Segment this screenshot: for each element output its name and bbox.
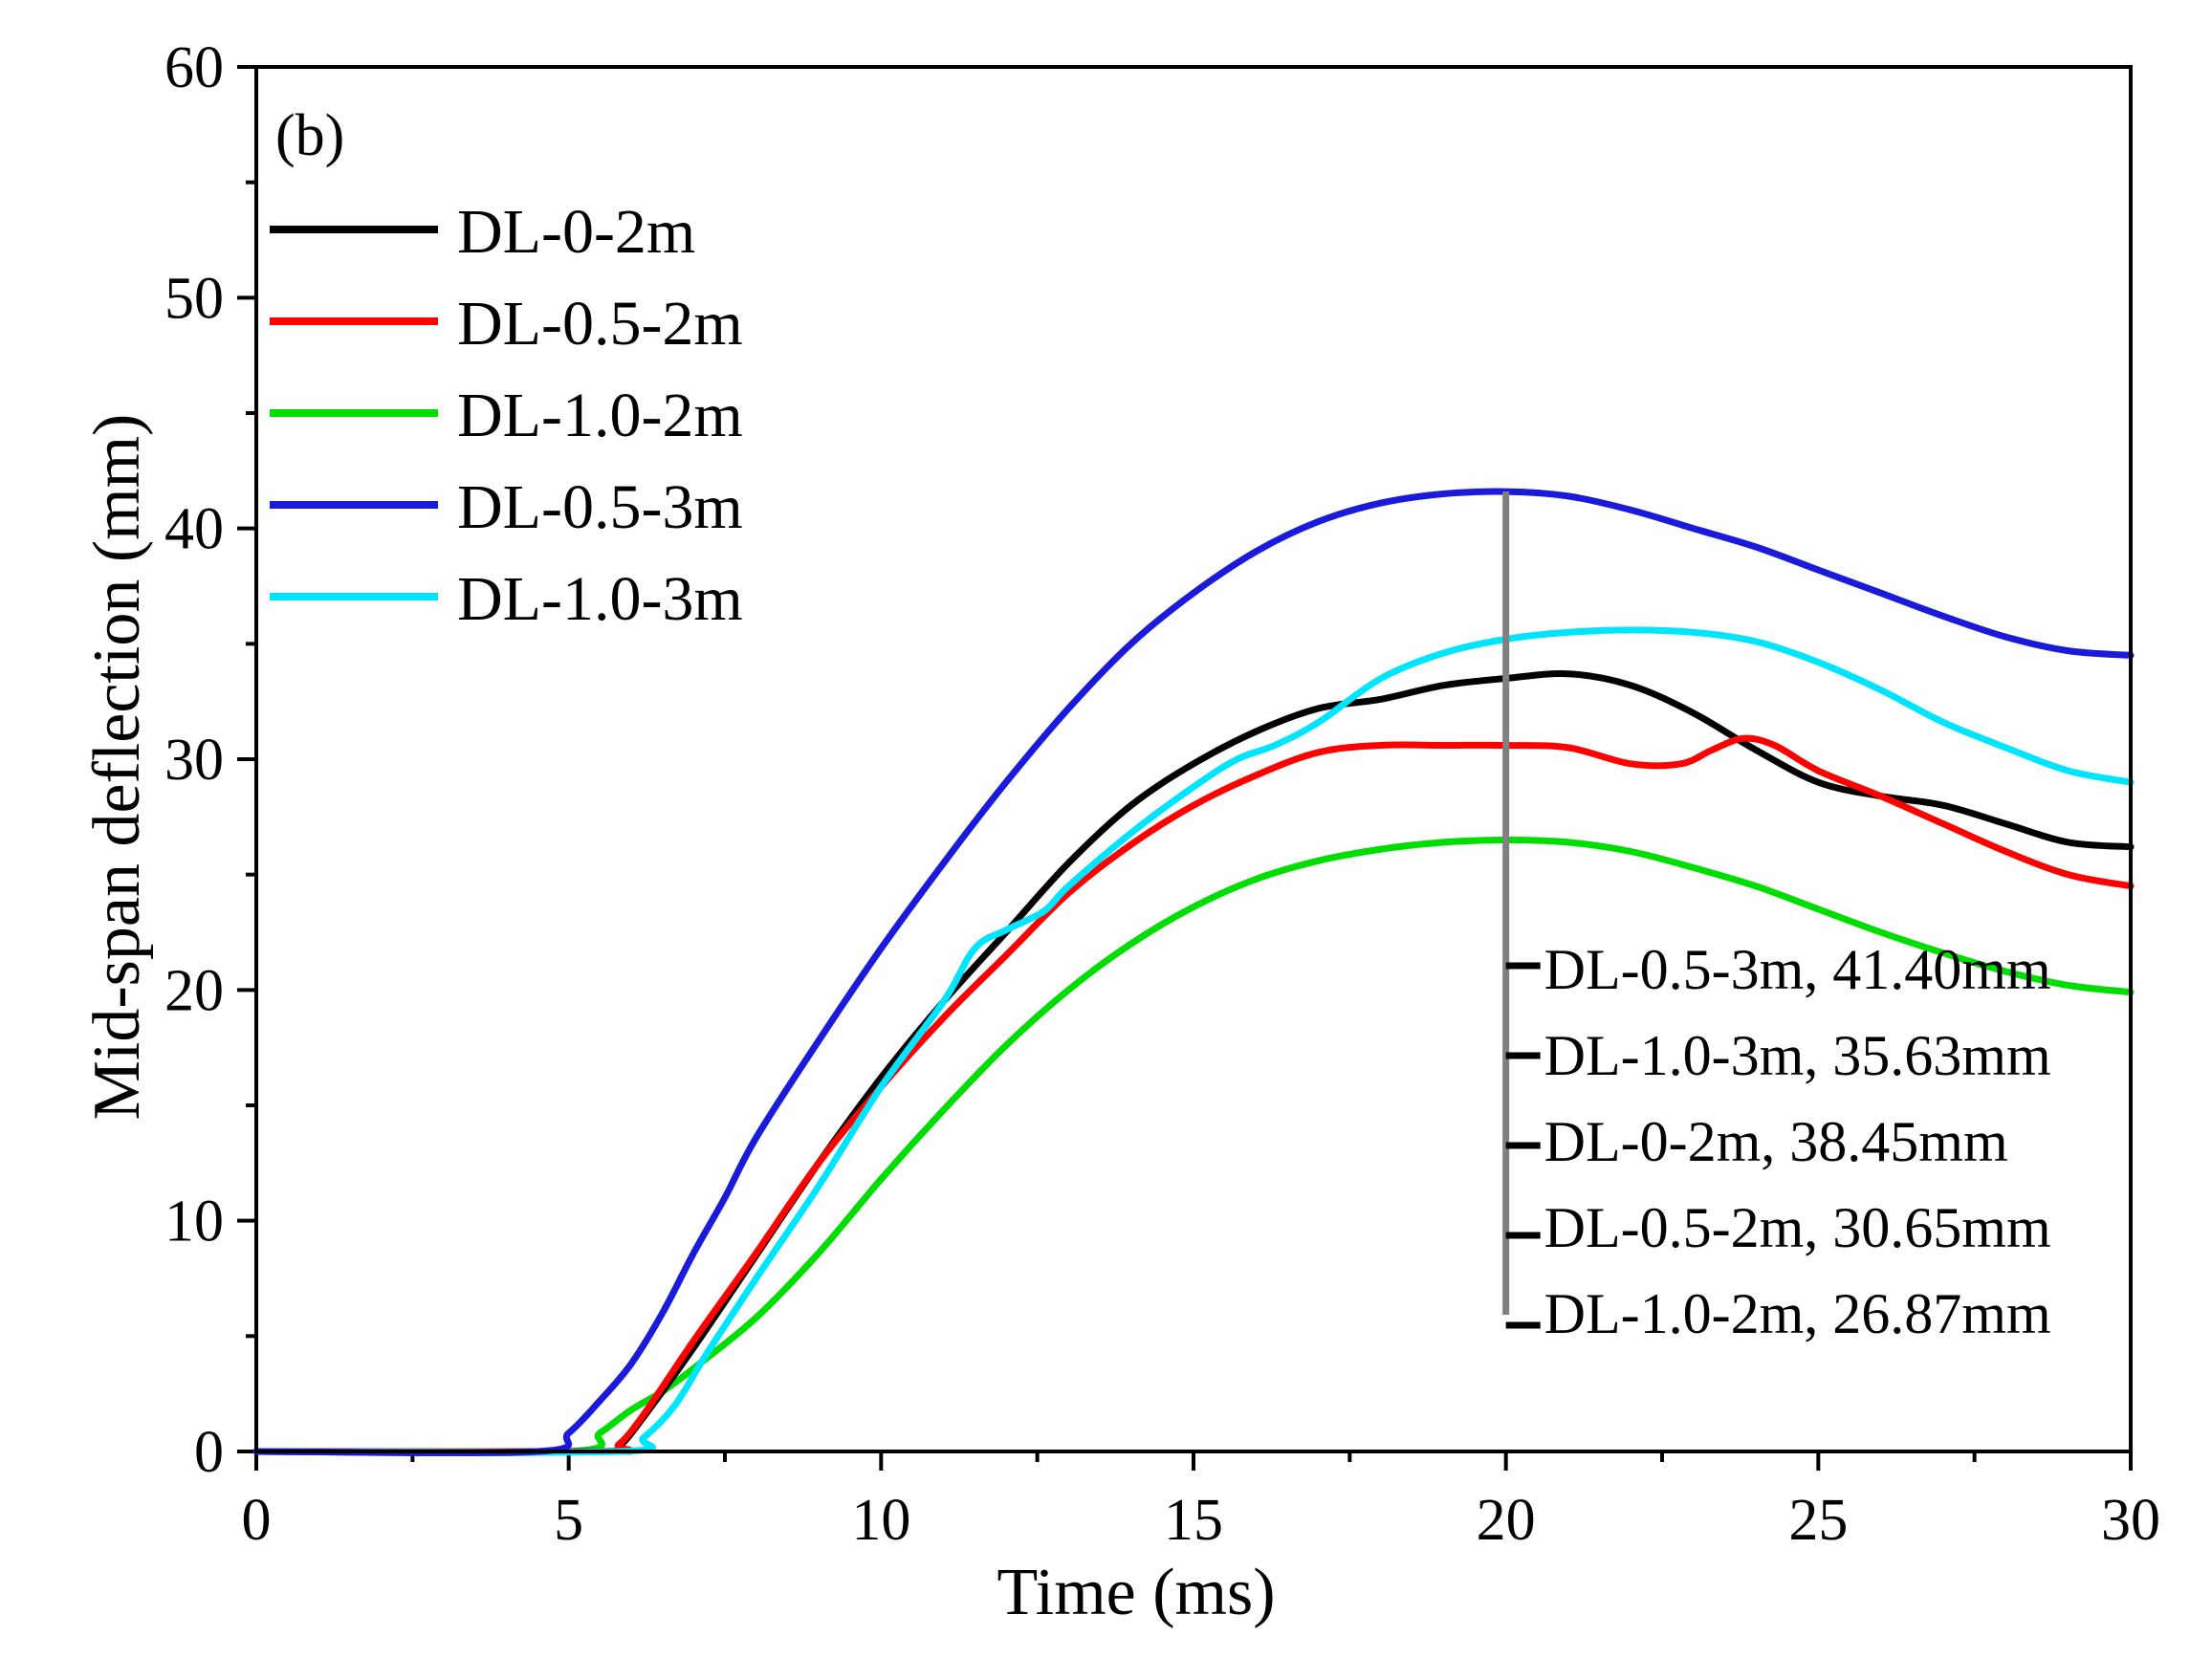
legend-label-DL-1.0-3m: DL-1.0-3m [457,564,743,634]
y-tick-label: 20 [164,958,224,1023]
y-tick-label: 10 [164,1189,224,1255]
annotation-label: DL-0-2m, 38.45mm [1544,1110,2008,1173]
x-axis-label: Time (ms) [996,1556,1275,1629]
legend-label-DL-0.5-3m: DL-0.5-3m [457,472,743,542]
x-tick-label: 5 [554,1488,583,1553]
series-layer [252,488,2135,1456]
plot-frame [254,65,2133,1453]
x-tick-label: 20 [1477,1488,1536,1553]
series-line-DL-1.0-3m [252,626,2135,1456]
annotation-label: DL-1.0-2m, 26.87mm [1544,1282,2051,1345]
series-line-DL-0.5-2m [252,734,2135,1456]
y-tick-label: 0 [194,1420,224,1485]
series-line-DL-0-2m [252,669,2135,1455]
x-tick-label: 25 [1788,1488,1848,1553]
y-tick-label: 30 [164,728,224,793]
legend-label-DL-0.5-2m: DL-0.5-2m [457,289,743,359]
y-tick-label: 60 [164,35,224,100]
y-axis-label: Mid-span deflection (mm) [80,414,154,1121]
x-tick-label: 15 [1164,1488,1223,1553]
panel-label: (b) [275,103,344,168]
legend: DL-0-2m DL-0.5-2m DL-1.0-2m DL-0.5-3m DL-1.0… [270,197,743,634]
annotation-label: DL-0.5-3m, 41.40mm [1544,938,2051,1001]
annotation-list: DL-0.5-3m, 41.40mm DL-1.0-3m, 35.63mm DL-0… [1505,938,2051,1345]
y-tick-label: 40 [164,497,224,562]
annotation-label: DL-1.0-3m, 35.63mm [1544,1024,2051,1087]
x-tick-label: 0 [242,1488,272,1553]
x-tick-label: 30 [2101,1488,2160,1553]
legend-label-DL-0-2m: DL-0-2m [457,197,695,267]
annotation-label: DL-0.5-2m, 30.65mm [1544,1196,2051,1259]
x-tick-label: 10 [851,1488,910,1553]
tick-label-layer: 0 5 10 15 20 25 30 0 10 20 30 40 50 60 [164,35,2160,1553]
series-line-DL-0.5-3m [252,488,2135,1456]
legend-label-DL-1.0-2m: DL-1.0-2m [457,381,743,450]
y-tick-label: 50 [164,266,224,331]
